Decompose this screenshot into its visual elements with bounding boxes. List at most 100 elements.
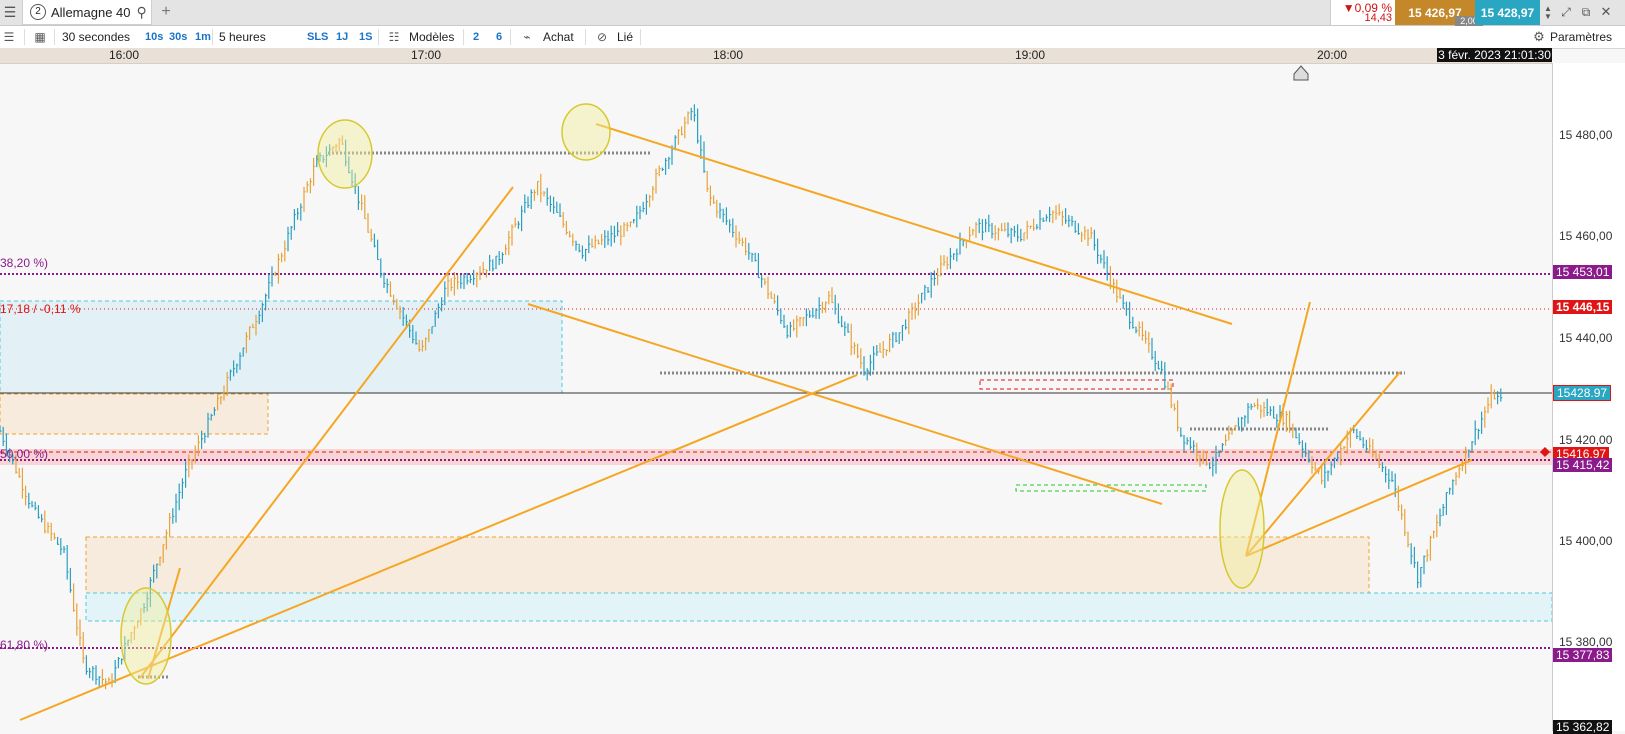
trendline-7 xyxy=(1245,371,1401,557)
linked-button[interactable]: Lié xyxy=(617,30,634,44)
period-1j[interactable]: 1J xyxy=(336,31,349,43)
zone-blue-top xyxy=(0,300,563,394)
window-topbar: ☰ 2 Allemagne 40 ⚲ + ▼0,09 % 14,43 15 42… xyxy=(0,0,1625,26)
zones xyxy=(0,300,1552,622)
link-icon[interactable]: ⊘ xyxy=(596,30,608,44)
price-tag-377: 15 377,83 xyxy=(1553,648,1613,662)
buy-tag-icon[interactable]: ⌁ xyxy=(523,30,531,44)
period-sls[interactable]: SLS xyxy=(307,31,329,43)
horizontal-levels xyxy=(0,273,1552,649)
fib-label-50: 50,00 %) xyxy=(0,447,49,461)
date-stamp: 3 févr. 2023 21:01:30 xyxy=(1437,48,1552,62)
time-tick: 19:00 xyxy=(1014,48,1046,62)
trendline-4 xyxy=(595,123,1233,325)
divider xyxy=(378,29,379,45)
price-tick: 15 380,00 xyxy=(1559,635,1613,649)
time-tick: 17:00 xyxy=(410,48,442,62)
home-marker xyxy=(1293,65,1309,81)
divider xyxy=(640,29,641,45)
divider xyxy=(510,29,511,45)
layout-icon[interactable]: ▦ xyxy=(34,30,46,44)
models-button[interactable]: Modèles xyxy=(409,30,455,44)
candles xyxy=(0,104,1503,690)
detach-icon[interactable]: ⧉ xyxy=(1581,4,1591,19)
search-icon[interactable]: ⚲ xyxy=(136,3,147,20)
close-icon[interactable]: ✕ xyxy=(1600,4,1612,19)
price-tag-current: 15428.97 xyxy=(1553,385,1612,401)
trendline-5 xyxy=(527,303,1163,505)
time-tick: 16:00 xyxy=(108,48,140,62)
highlight-ellipse-4 xyxy=(1219,469,1265,589)
chart-toolbar: ☰ ▦ 30 secondes 10s 30s 1m 5 heures SLS … xyxy=(0,26,1625,49)
buy-price-button[interactable]: 15 428,97 xyxy=(1475,0,1540,25)
layout-2-button[interactable]: 2 xyxy=(473,31,480,43)
settings-button[interactable]: Paramètres xyxy=(1550,30,1613,44)
highlight-ellipse-3 xyxy=(120,587,172,685)
divider xyxy=(463,29,464,45)
highlight-ellipses xyxy=(120,103,1265,685)
divider xyxy=(212,29,213,45)
price-tick: 15 460,00 xyxy=(1559,229,1613,243)
ask-price: 15 428,97 xyxy=(1480,5,1535,20)
interval-30s[interactable]: 30s xyxy=(169,31,188,43)
trendline-8 xyxy=(1245,459,1473,557)
spread-badge: 2,00 xyxy=(1455,16,1483,26)
gray-dotted-levels xyxy=(138,151,1405,679)
green-zone-small xyxy=(1015,484,1207,492)
zone-blue-bottom xyxy=(85,592,1552,622)
tab-title: Allemagne 40 xyxy=(51,4,131,20)
bid-price: 15 426,97 xyxy=(1408,5,1462,20)
gear-icon[interactable]: ⚙ xyxy=(1533,29,1545,44)
fib-label-38: 38,20 %) xyxy=(0,256,49,270)
price-chart[interactable] xyxy=(0,63,1552,731)
time-axis: 16:00 17:00 18:00 19:00 20:00 xyxy=(0,48,1552,64)
interval-10s[interactable]: 10s xyxy=(145,31,164,43)
price-tag-446: 15 446,15 xyxy=(1553,300,1613,314)
change-percent: ▼0,09 % xyxy=(1342,1,1392,15)
price-tick: 15 480,00 xyxy=(1559,128,1613,142)
price-tick: 15 440,00 xyxy=(1559,331,1613,345)
price-tag-alert-416: 15416.97 xyxy=(1553,447,1610,461)
home-icon xyxy=(1293,65,1309,81)
tab-allemagne-40[interactable]: 2 Allemagne 40 ⚲ xyxy=(22,0,152,25)
time-tick: 20:00 xyxy=(1316,48,1348,62)
price-tag-453: 15 453,01 xyxy=(1553,265,1613,279)
price-tick: 15 420,00 xyxy=(1559,433,1613,447)
highlight-ellipse-1 xyxy=(317,119,373,189)
layout-6-button[interactable]: 6 xyxy=(496,31,503,43)
price-tag-min: 15 362,82 xyxy=(1553,720,1613,734)
interval-1m[interactable]: 1m xyxy=(195,31,211,43)
zone-orange-big xyxy=(85,536,1370,594)
scroll-arrows-icon[interactable]: ▲ ▼ xyxy=(1544,3,1552,21)
trendline-2 xyxy=(139,186,514,679)
change-block: ▼0,09 % 14,43 xyxy=(1330,0,1396,25)
trendlines xyxy=(19,123,1473,721)
zone-red-band xyxy=(0,449,1552,465)
add-tab-icon[interactable]: + xyxy=(161,3,171,20)
zone-orange-left xyxy=(0,393,269,435)
period-select[interactable]: 5 heures xyxy=(219,30,266,44)
expand-icon[interactable]: ⤢ xyxy=(1561,4,1571,19)
menu-icon[interactable]: ☰ xyxy=(3,3,17,20)
alert-diamond-icon[interactable] xyxy=(1540,447,1550,457)
fib-label-618: 61,80 %) xyxy=(0,638,49,652)
highlight-ellipse-2 xyxy=(561,103,611,161)
alert-marker[interactable] xyxy=(1540,447,1550,457)
list-icon[interactable]: ☰ xyxy=(3,30,15,44)
divider xyxy=(24,29,25,45)
time-tick: 18:00 xyxy=(712,48,744,62)
divider xyxy=(585,29,586,45)
change-absolute: 14,43 xyxy=(1364,12,1392,24)
period-1s[interactable]: 1S xyxy=(359,31,373,43)
price-tag-415: 15 415,42 xyxy=(1553,458,1613,472)
buy-button[interactable]: Achat xyxy=(543,30,574,44)
price-tick: 15 400,00 xyxy=(1559,534,1613,548)
trendline-1 xyxy=(19,374,858,721)
tab-number-badge: 2 xyxy=(30,4,46,20)
trendline-3 xyxy=(147,567,181,680)
divider xyxy=(54,29,55,45)
trendline-6 xyxy=(1245,301,1311,557)
models-icon[interactable]: ☷ xyxy=(388,30,400,44)
interval-select[interactable]: 30 secondes xyxy=(62,30,131,44)
red-zone-small xyxy=(979,379,1174,390)
